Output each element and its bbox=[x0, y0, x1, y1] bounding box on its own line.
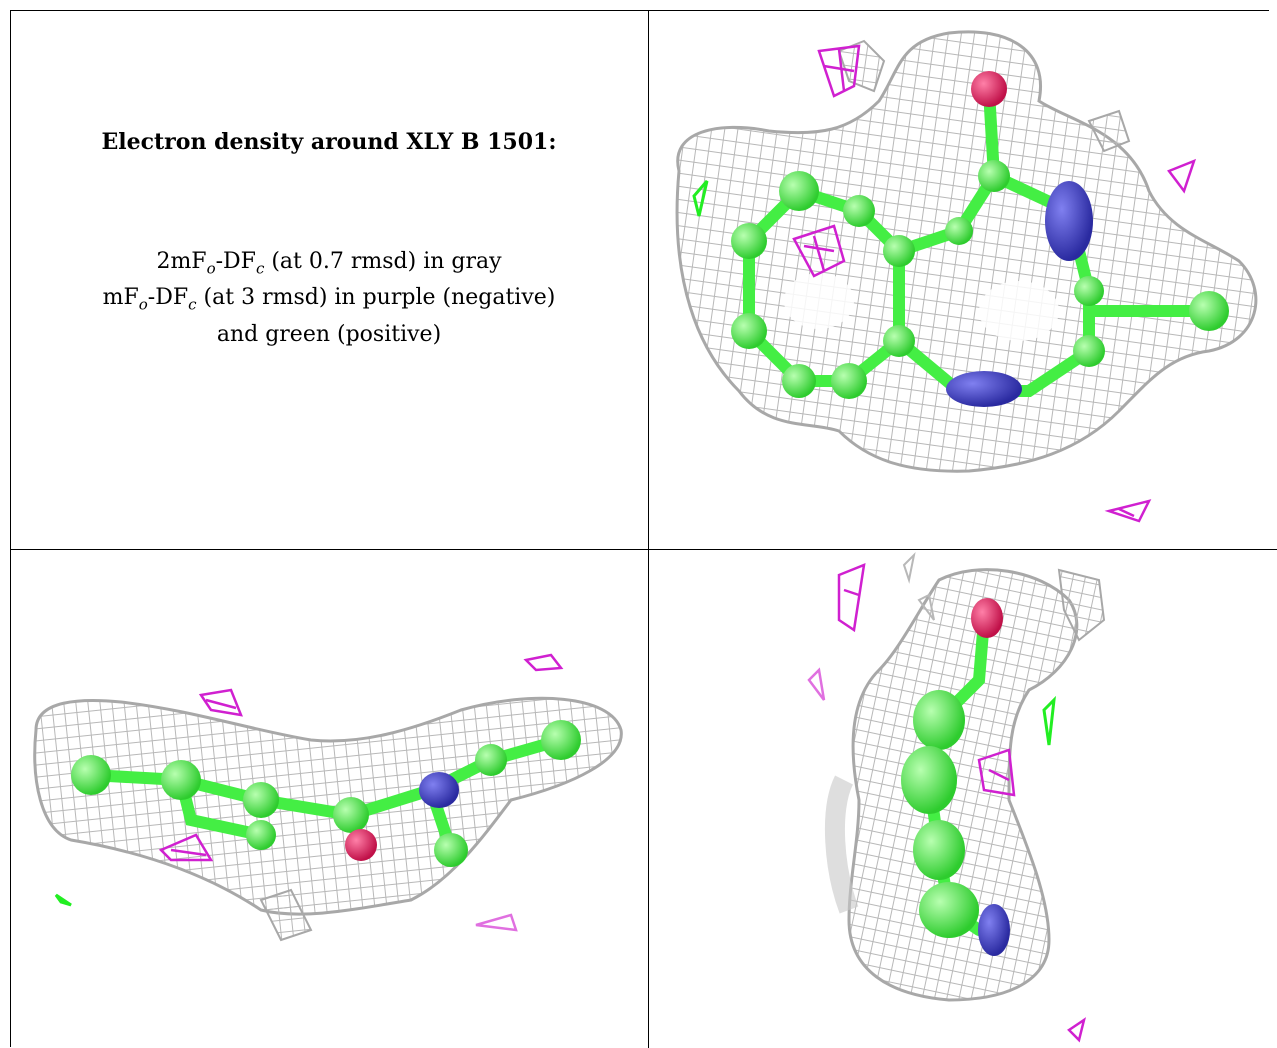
legend-text: (at 0.7 rmsd) in gray bbox=[264, 249, 502, 274]
legend-text: -DF bbox=[215, 249, 256, 274]
legend-subscript: c bbox=[255, 259, 265, 278]
figure-title: Electron density around XLY B 1501: bbox=[101, 129, 557, 155]
density-legend: 2mFo-DFc (at 0.7 rmsd) in gray mFo-DFc (… bbox=[11, 247, 647, 350]
legend-subscript: o bbox=[206, 259, 216, 278]
density-view-bottom-left bbox=[11, 550, 647, 1048]
legend-line-2fofc: 2mFo-DFc (at 0.7 rmsd) in gray bbox=[11, 247, 647, 283]
grid-horizontal-divider bbox=[10, 549, 1277, 550]
legend-text: -DF bbox=[147, 285, 189, 311]
density-mesh bbox=[847, 568, 1079, 1002]
legend-text: 2mF bbox=[156, 249, 207, 274]
molecule-render-end bbox=[807, 551, 1106, 1043]
legend-text: (at 3 rmsd) in purple (negative) bbox=[196, 285, 556, 311]
legend-line-fofc: mFo-DFc (at 3 rmsd) in purple (negative) bbox=[11, 283, 647, 319]
density-view-bottom-right bbox=[649, 550, 1277, 1048]
density-view-top-right bbox=[649, 11, 1277, 548]
legend-subscript: o bbox=[138, 295, 148, 314]
caption-cell: Electron density around XLY B 1501: 2mFo… bbox=[11, 11, 647, 548]
figure-grid bbox=[10, 10, 1269, 1047]
density-mesh bbox=[675, 30, 1258, 473]
legend-line-colors: and green (positive) bbox=[216, 321, 442, 347]
grid-vertical-divider bbox=[648, 10, 649, 1048]
legend-subscript: c bbox=[188, 295, 197, 314]
molecule-render-top bbox=[675, 30, 1258, 523]
legend-text: mF bbox=[102, 285, 139, 311]
molecule-render-side bbox=[33, 653, 623, 942]
